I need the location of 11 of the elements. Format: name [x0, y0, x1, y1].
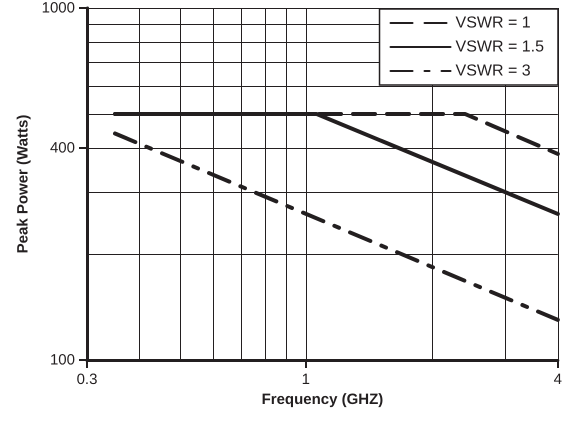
- legend-label: VSWR = 1.5: [456, 38, 544, 56]
- x-tick-label: 4: [554, 371, 562, 388]
- y-tick-label: 100: [50, 352, 75, 368]
- x-axis-title: Frequency (GHZ): [262, 391, 384, 408]
- y-tick-label: 1000: [42, 0, 75, 16]
- y-axis-title: Peak Power (Watts): [14, 114, 32, 254]
- y-tick-label: 400: [50, 140, 75, 157]
- legend-label: VSWR = 1: [456, 14, 531, 32]
- x-tick-label: 0.3: [76, 371, 98, 388]
- legend-label: VSWR = 3: [456, 62, 531, 80]
- x-tick-label: 1: [302, 371, 310, 388]
